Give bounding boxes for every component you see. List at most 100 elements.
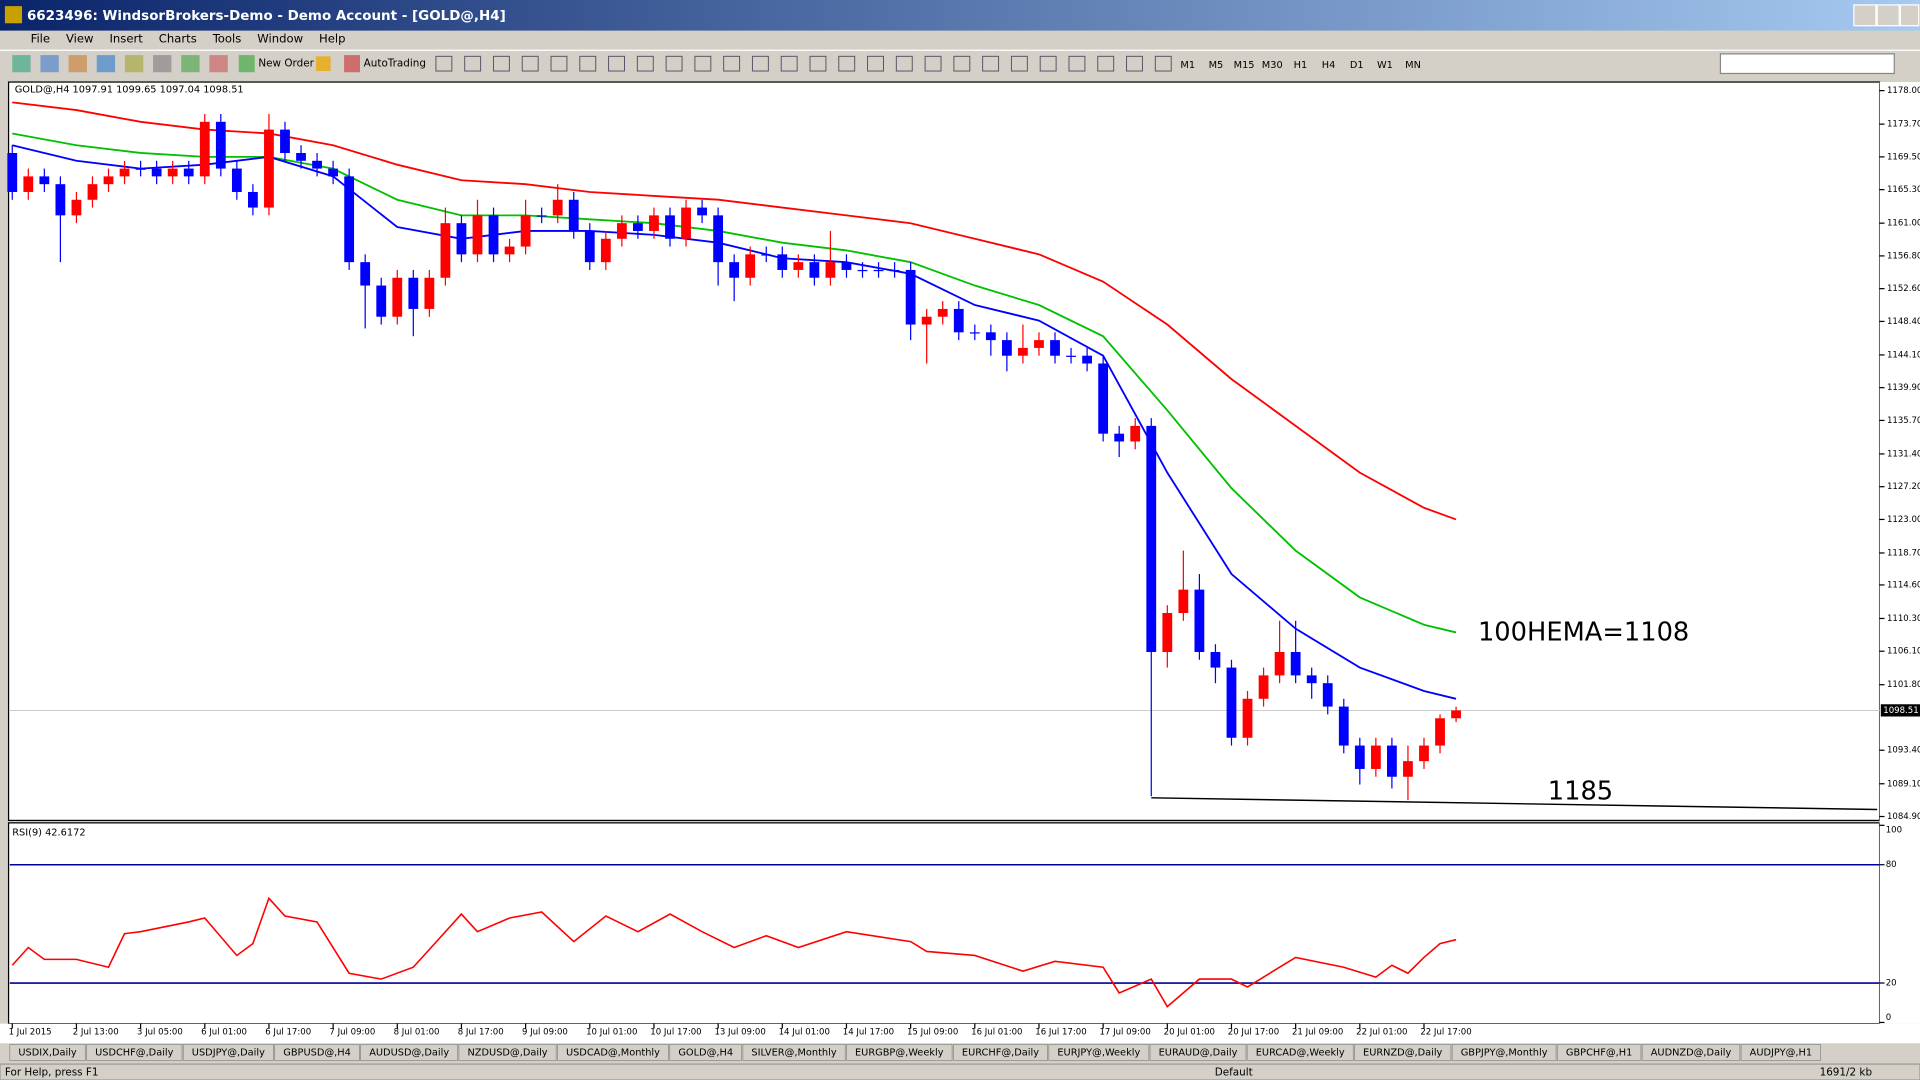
toolbar-icon[interactable] [238, 55, 255, 73]
chart-tab[interactable] [1641, 1044, 1741, 1061]
chart-tab[interactable] [742, 1044, 846, 1061]
toolbar-icon[interactable] [636, 55, 654, 72]
toolbar-icon[interactable] [924, 55, 942, 72]
timeframe-button[interactable]: W1 [1377, 60, 1393, 71]
chart-tab[interactable] [1048, 1044, 1150, 1061]
toolbar-icon[interactable] [809, 55, 827, 72]
chart-tab-label[interactable]: EURNZD@,Daily [1363, 1047, 1443, 1058]
chart-tab-label[interactable]: EURAUD@,Daily [1159, 1047, 1238, 1058]
candle-body [937, 308, 948, 317]
toolbar-icon[interactable] [694, 55, 712, 72]
timeframe-button[interactable]: M1 [1180, 60, 1195, 71]
toolbar-icon[interactable] [665, 55, 683, 72]
toolbar-icon[interactable] [12, 55, 31, 73]
rsi-tick-label: 20 [1886, 979, 1897, 989]
chart-tab-label[interactable]: EURCAD@,Weekly [1256, 1047, 1345, 1058]
toolbar-icon[interactable] [68, 55, 87, 73]
menu-item[interactable]: View [66, 32, 94, 46]
timeframe-button[interactable]: H1 [1294, 60, 1308, 71]
chart-tab[interactable] [458, 1044, 557, 1061]
search-box[interactable] [1719, 53, 1895, 75]
chart-tab-label[interactable]: SILVER@,Monthly [751, 1047, 836, 1058]
toolbar-icon[interactable] [867, 55, 884, 72]
toolbar-icon[interactable] [492, 55, 510, 72]
timeframe-button[interactable]: M5 [1209, 60, 1224, 71]
timeframe-button[interactable]: M30 [1262, 60, 1283, 71]
minimize-button[interactable] [1853, 4, 1877, 27]
toolbar-icon[interactable] [153, 55, 172, 73]
chart-tab-label[interactable]: GBPCHF@,H1 [1566, 1047, 1632, 1058]
chart-tab[interactable] [846, 1044, 953, 1061]
close-button[interactable] [1899, 4, 1920, 27]
maximize-button[interactable] [1876, 4, 1900, 27]
chart-tab[interactable] [9, 1044, 86, 1061]
chart-tab-label[interactable]: AUDUSD@,Daily [369, 1047, 449, 1058]
toolbar-icon[interactable] [579, 55, 597, 72]
toolbar-icon[interactable] [1039, 55, 1057, 72]
toolbar-icon[interactable] [895, 55, 913, 72]
menu-item[interactable]: Help [319, 32, 346, 46]
timeframe-button[interactable]: D1 [1350, 60, 1364, 71]
chart-tab-label[interactable]: NZDUSD@,Daily [467, 1047, 547, 1058]
toolbar-icon[interactable] [1068, 55, 1086, 72]
toolbar-button[interactable]: New Order [258, 58, 314, 70]
toolbar-icon[interactable] [96, 55, 116, 73]
toolbar-icon[interactable] [209, 55, 228, 73]
chart-tab-label[interactable]: EURCHF@,Daily [962, 1047, 1039, 1058]
chart-tab-label[interactable]: EURJPY@,Weekly [1057, 1047, 1140, 1058]
toolbar-icon[interactable] [608, 55, 625, 72]
chart-tab[interactable] [1740, 1044, 1822, 1061]
chart-tab-label[interactable]: EURGBP@,Weekly [855, 1047, 944, 1058]
toolbar-icon[interactable] [464, 55, 482, 72]
chart-tab-label[interactable]: USDCAD@,Monthly [566, 1047, 660, 1058]
toolbar-icon[interactable] [1126, 55, 1143, 72]
chart-tab-label[interactable]: AUDNZD@,Daily [1651, 1047, 1732, 1058]
toolbar-icon[interactable] [780, 55, 798, 72]
menu-item[interactable]: Insert [109, 32, 143, 46]
toolbar-button[interactable]: AutoTrading [364, 58, 426, 70]
menu-item[interactable]: Charts [159, 32, 197, 46]
chart-tab[interactable] [1354, 1044, 1452, 1061]
chart-tab-label[interactable]: USDIX,Daily [18, 1047, 77, 1058]
toolbar-icon[interactable] [982, 55, 1000, 72]
candle-body [360, 262, 371, 286]
toolbar-icon[interactable] [751, 55, 769, 72]
toolbar-icon[interactable] [1154, 55, 1172, 72]
timeframe-button[interactable]: H4 [1322, 60, 1336, 71]
timeframe-button[interactable]: M15 [1234, 60, 1255, 71]
chart-tab[interactable] [557, 1044, 669, 1061]
toolbar-icon[interactable] [1097, 55, 1115, 72]
toolbar-icon[interactable] [838, 55, 856, 72]
chart-tab[interactable] [1451, 1044, 1557, 1061]
chart-tab-label[interactable]: USDCHF@,Daily [95, 1047, 174, 1058]
chart-tab[interactable] [182, 1044, 274, 1061]
chart-tab[interactable] [360, 1044, 459, 1061]
toolbar-icon[interactable] [953, 55, 971, 72]
toolbar-icon[interactable] [435, 55, 453, 72]
chart-tab[interactable] [952, 1044, 1048, 1061]
chart-tab[interactable] [274, 1044, 360, 1061]
timeframe-button[interactable]: MN [1405, 60, 1421, 71]
chart-tab-label[interactable]: GOLD@,H4 [678, 1047, 733, 1058]
chart-tab[interactable] [1149, 1044, 1247, 1061]
chart-tab-label[interactable]: USDJPY@,Daily [192, 1047, 265, 1058]
toolbar-icon[interactable] [124, 55, 144, 73]
toolbar-icon[interactable] [1010, 55, 1028, 72]
toolbar-icon[interactable] [521, 55, 539, 72]
chart-tab-label[interactable]: GBPJPY@,Monthly [1461, 1047, 1548, 1058]
chart-tab[interactable] [86, 1044, 183, 1061]
chart-tab-label[interactable]: GBPUSD@,H4 [283, 1047, 351, 1058]
chart-tab[interactable] [1246, 1044, 1354, 1061]
toolbar-icon[interactable] [40, 55, 59, 73]
toolbar-icon[interactable] [315, 56, 331, 72]
menu-item[interactable]: Window [257, 32, 303, 46]
toolbar-icon[interactable] [550, 55, 568, 72]
chart-tab[interactable] [1556, 1044, 1642, 1061]
menu-item[interactable]: File [31, 32, 50, 46]
chart-tab[interactable] [669, 1044, 743, 1061]
toolbar-icon[interactable] [723, 55, 741, 72]
toolbar-icon[interactable] [181, 55, 200, 73]
toolbar-icon[interactable] [344, 55, 360, 73]
chart-tab-label[interactable]: AUDJPY@,H1 [1750, 1047, 1812, 1058]
menu-item[interactable]: Tools [212, 32, 242, 46]
